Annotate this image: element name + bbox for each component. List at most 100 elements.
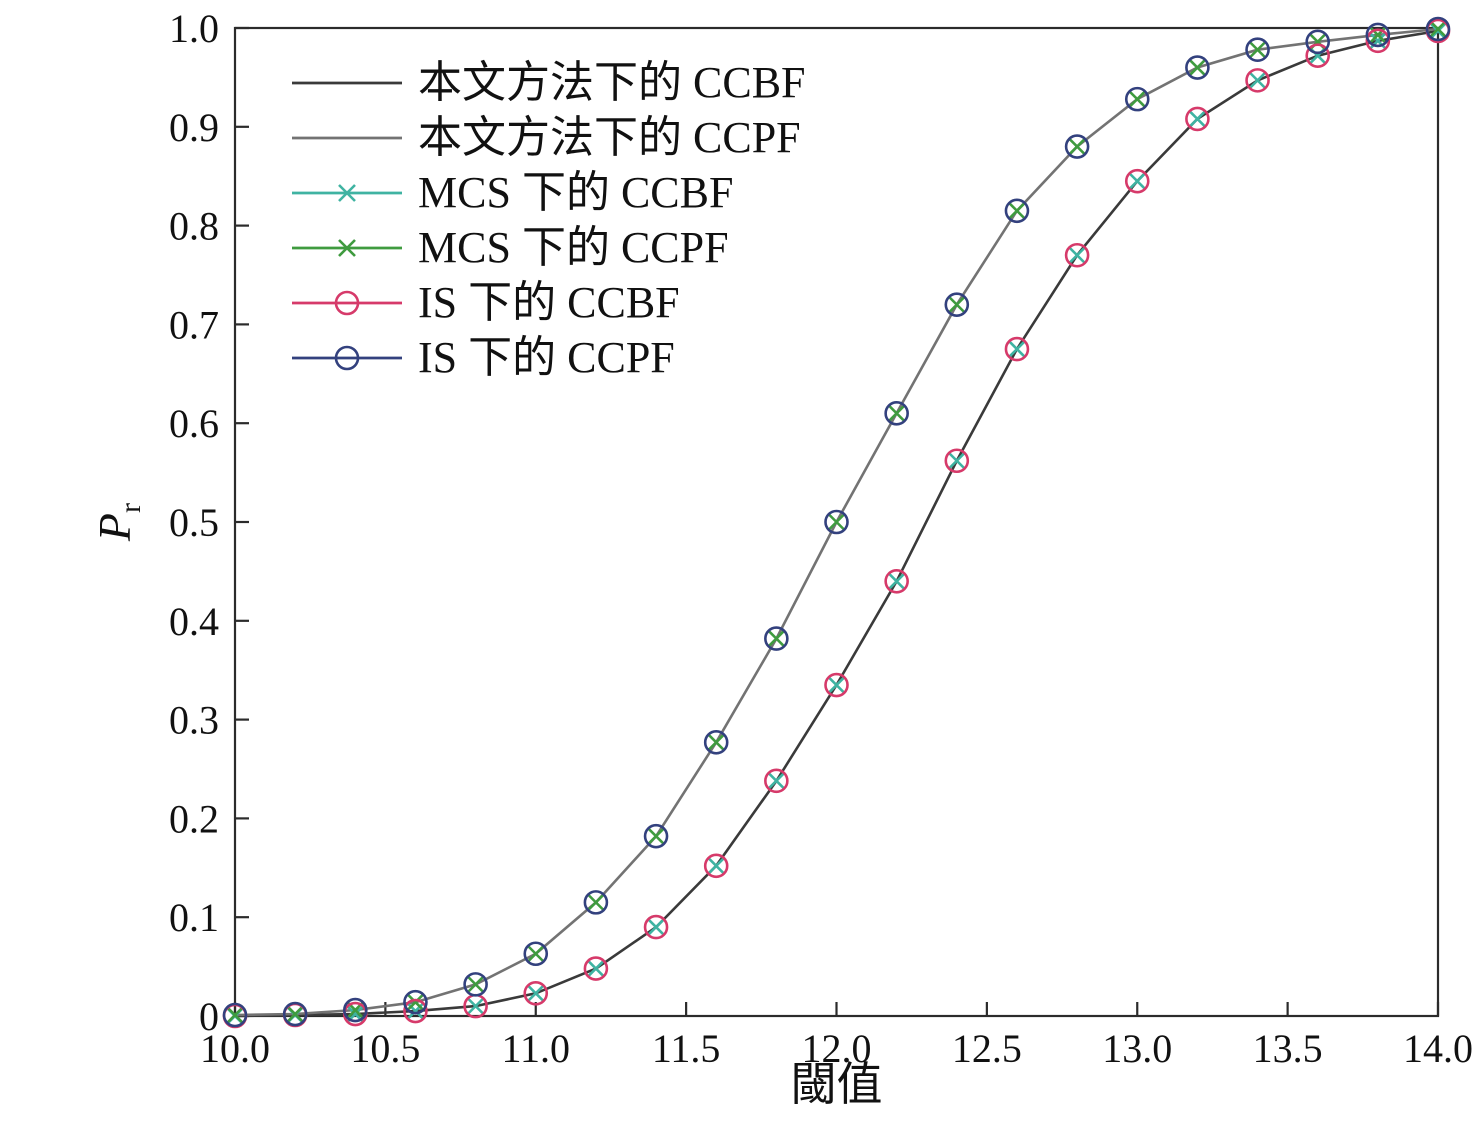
x-marker [887,404,906,423]
circle-marker [703,730,729,755]
y-tick-label: 0.4 [169,599,219,644]
circle-marker [824,509,849,535]
circle-marker [334,345,360,371]
circle-marker [1124,86,1150,112]
circle-marker [764,626,789,651]
y-tick-label: 0.3 [169,698,219,743]
legend-item: MCS 下的 CCPF [292,223,729,272]
circle-marker [643,914,669,940]
series-markers [226,20,1447,1024]
x-marker [338,239,356,257]
x-tick-label: 11.5 [652,1026,721,1071]
circle-marker [1425,16,1451,42]
x-marker [1368,25,1387,44]
x-tick-label: 12.0 [802,1026,872,1071]
circle-marker [703,853,729,879]
x-marker [586,893,605,912]
x-marker [1368,31,1387,50]
x-marker [1008,340,1026,359]
circle-marker [643,823,669,849]
x-tick-label: 13.0 [1102,1026,1172,1071]
x-marker [647,918,665,936]
x-marker [1188,109,1207,128]
circle-marker [764,768,789,794]
legend-label: MCS 下的 CCBF [418,168,733,217]
x-marker [647,827,665,846]
circle-marker [1064,242,1090,268]
x-marker [767,629,786,648]
x-marker [767,771,786,790]
circle-marker [1305,43,1330,68]
circle-marker [944,448,970,474]
y-tick-label: 0.8 [169,204,219,249]
circle-marker [1245,68,1270,93]
x-marker [827,513,846,531]
x-tick-label: 14.0 [1403,1026,1473,1071]
x-marker [1429,20,1447,38]
x-tick-label: 10.5 [350,1026,420,1071]
x-marker [1128,172,1147,191]
circle-marker [342,997,368,1023]
legend-item: 本文方法下的 CCPF [292,113,801,162]
circle-marker [403,989,428,1015]
circle-marker [583,890,609,915]
legend: 本文方法下的 CCBF 本文方法下的 CCPF MCS 下的 CCBF MCS 下的 … [292,58,806,382]
circle-marker [463,972,488,997]
legend-item: MCS 下的 CCBF [292,168,733,217]
x-marker [1248,71,1267,90]
x-marker [338,184,356,202]
y-tick-label: 0.5 [169,500,219,545]
x-marker [586,959,605,978]
y-tick-label: 0.9 [169,105,219,150]
x-marker [1068,137,1087,156]
x-marker [406,993,425,1012]
x-marker [1429,22,1447,40]
circle-marker [1124,168,1150,194]
x-marker [947,295,966,314]
circle-marker [1185,55,1210,80]
y-tick-label: 0.1 [169,895,219,940]
x-marker [827,676,846,694]
circle-marker [523,980,549,1006]
legend-label: MCS 下的 CCPF [418,223,729,272]
legend-label: IS 下的 CCPF [418,333,675,382]
y-tick-label: 0.2 [169,796,219,841]
x-marker [947,451,966,470]
circle-marker [1365,28,1391,54]
circle-marker [1064,134,1090,159]
legend-label: IS 下的 CCBF [418,278,680,327]
circle-marker [944,292,970,317]
circle-marker [884,401,909,426]
circle-marker [403,998,428,1024]
circle-marker [334,290,360,316]
x-marker [526,984,545,1003]
x-marker [466,975,485,994]
x-marker [1248,40,1267,59]
circle-marker [1245,37,1270,63]
legend-item: IS 下的 CCPF [292,333,675,382]
circle-marker [222,1002,248,1028]
x-marker [1068,246,1087,265]
x-axis-label: 閾值 [791,1059,883,1110]
x-marker [286,1005,305,1023]
y-tick-label: 0.7 [169,302,219,347]
x-tick-label: 13.5 [1253,1026,1323,1071]
circle-marker [824,672,849,698]
x-marker [707,856,726,875]
circle-marker [583,956,609,981]
x-marker [1128,90,1147,109]
y-tick-label: 0 [199,994,219,1039]
x-marker [526,944,545,963]
x-marker [1008,201,1026,220]
y-tick-label: 1.0 [169,6,219,51]
circle-marker [1365,22,1391,48]
x-marker [707,733,726,752]
circle-marker [1305,29,1330,55]
x-tick-label: 12.5 [952,1026,1022,1071]
y-tick-label: 0.6 [169,401,219,446]
circle-marker [282,1001,308,1027]
x-marker [226,1006,244,1024]
circle-marker [1185,106,1210,132]
series-markers [222,16,1451,1028]
